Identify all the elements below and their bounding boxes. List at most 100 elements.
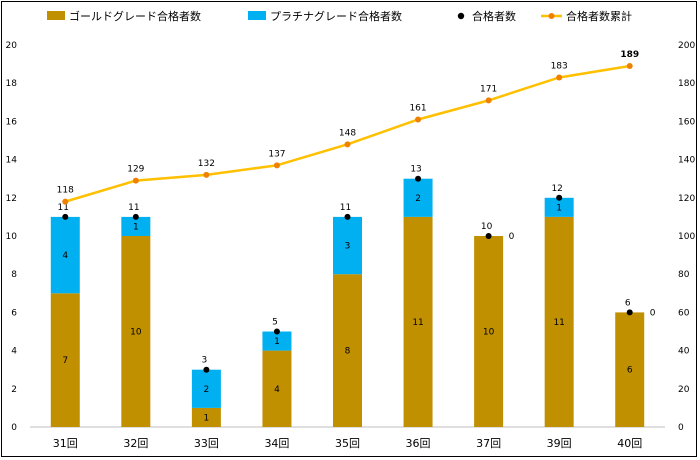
cumulative-label: 129 [127, 165, 144, 175]
legend-gold-label: ゴールドグレード合格者数 [69, 9, 201, 23]
x-tick-label: 31回 [53, 437, 78, 450]
legend-total-marker [457, 12, 465, 20]
legend: ゴールドグレード合格者数 プラチナグレード合格者数 合格者数 合格者数累計 [47, 9, 632, 23]
legend-cumulative-label: 合格者数累計 [566, 9, 632, 23]
x-tick-label: 34回 [264, 437, 289, 450]
y-right-tick-label: 0 [678, 423, 684, 433]
platinum-bar-label: 1 [556, 203, 562, 213]
cumulative-label: 189 [620, 50, 639, 60]
platinum-bar-label: 0 [509, 232, 515, 242]
cumulative-marker [62, 198, 69, 205]
legend-gold-swatch [47, 11, 65, 20]
gold-bar [121, 236, 151, 427]
gold-bar [50, 293, 80, 427]
gold-bar [615, 312, 645, 427]
platinum-bar [262, 331, 292, 351]
total-point [344, 213, 351, 220]
y-left-tick-label: 4 [11, 347, 17, 357]
platinum-bar [333, 216, 362, 275]
y-left-tick-label: 2 [11, 385, 17, 395]
total-point-label: 6 [625, 298, 631, 308]
cumulative-label: 183 [551, 61, 568, 71]
total-point [415, 175, 422, 182]
y-right-tick-label: 100 [678, 232, 695, 242]
y-right-tick-label: 60 [678, 308, 690, 318]
y-left-tick-label: 14 [6, 156, 18, 166]
platinum-bar [544, 197, 574, 217]
cumulative-marker [485, 97, 492, 104]
platinum-bar [50, 216, 80, 294]
platinum-bar [191, 369, 221, 408]
gold-bar-label: 10 [483, 328, 495, 338]
gold-bar-label: 10 [130, 328, 142, 338]
y-right-tick-label: 40 [678, 347, 690, 357]
total-point [485, 233, 492, 239]
total-point-label: 11 [58, 203, 69, 213]
total-point [132, 213, 139, 220]
total-point [203, 366, 210, 373]
platinum-bar-label: 4 [62, 251, 68, 261]
y-right-tick-label: 180 [678, 79, 695, 89]
cumulative-marker [626, 63, 633, 70]
cumulative-marker [132, 177, 139, 184]
cumulative-label: 171 [480, 84, 497, 94]
total-point-label: 12 [551, 184, 562, 194]
y-left-tick-label: 18 [6, 79, 18, 89]
x-tick-label: 40回 [617, 437, 642, 450]
gold-bar-label: 6 [627, 366, 633, 376]
total-point-label: 3 [202, 356, 208, 366]
x-tick-label: 35回 [335, 437, 360, 450]
y-right-tick-label: 120 [678, 194, 695, 204]
platinum-bar-label: 1 [274, 337, 280, 347]
cumulative-label: 161 [409, 103, 426, 113]
platinum-bar-label: 0 [650, 308, 656, 318]
gold-bar [403, 216, 433, 427]
y-right-tick-label: 160 [678, 117, 695, 127]
total-point-label: 11 [128, 203, 139, 213]
right-axis: 0 20 40 60 80 100 120 140 160 180 200 [678, 41, 695, 433]
x-tick-label: 39回 [547, 437, 572, 450]
gold-bar-label: 8 [345, 347, 351, 357]
x-tick-label: 37回 [476, 437, 501, 450]
platinum-bar-label: 3 [345, 242, 351, 252]
cumulative-marker [344, 141, 351, 148]
gold-bar-label: 7 [62, 356, 68, 366]
cumulative-marker [415, 116, 422, 123]
gold-bar [474, 236, 504, 427]
gold-bar [262, 350, 292, 427]
total-point [273, 328, 280, 335]
y-left-tick-label: 16 [6, 117, 18, 127]
y-right-tick-label: 80 [678, 270, 690, 280]
total-point-label: 10 [481, 222, 493, 232]
gold-bar-label: 11 [553, 318, 564, 328]
y-left-tick-label: 8 [11, 270, 17, 280]
total-point [626, 309, 633, 316]
x-tick-label: 36回 [406, 437, 431, 450]
x-tick-label: 33回 [194, 437, 219, 450]
total-point-label: 11 [340, 203, 351, 213]
gold-bar [191, 407, 221, 427]
cumulative-label: 132 [198, 159, 215, 169]
gold-bar-label: 1 [204, 413, 210, 423]
y-left-tick-label: 10 [6, 232, 18, 242]
y-left-tick-label: 6 [11, 308, 17, 318]
bars [50, 178, 645, 427]
total-point [62, 213, 69, 220]
y-left-tick-label: 20 [6, 41, 18, 51]
platinum-bar [403, 178, 433, 217]
platinum-bar [121, 216, 151, 236]
gold-bar-label: 4 [274, 385, 280, 395]
x-axis-labels: 31回 32回 33回 34回 35回 36回 37回 39回 40回 [53, 437, 642, 450]
total-point-label: 5 [272, 318, 278, 328]
gold-bar [333, 274, 362, 427]
legend-total-label: 合格者数 [472, 9, 516, 23]
x-tick-label: 32回 [123, 437, 148, 450]
legend-cumulative-marker [548, 13, 555, 19]
total-point [556, 194, 563, 201]
